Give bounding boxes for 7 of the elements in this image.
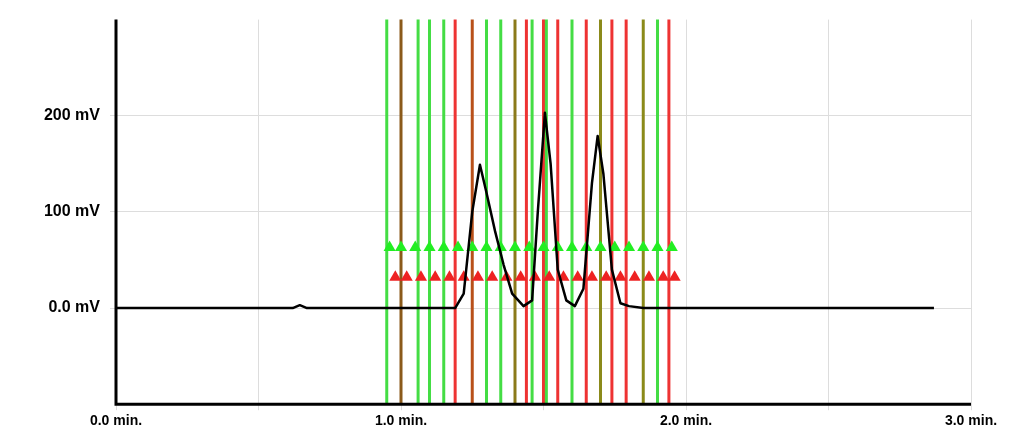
x-tick-label: 0.0 min. xyxy=(89,412,143,429)
y-tick-label: 100 mV xyxy=(43,202,101,220)
x-tick-label: 2.0 min. xyxy=(659,412,713,429)
x-tick-label: 1.0 min. xyxy=(374,412,428,429)
y-tick-label: 0.0 mV xyxy=(48,298,101,316)
x-tick-label: 3.0 min. xyxy=(944,412,998,429)
y-tick-label: 200 mV xyxy=(43,106,101,124)
